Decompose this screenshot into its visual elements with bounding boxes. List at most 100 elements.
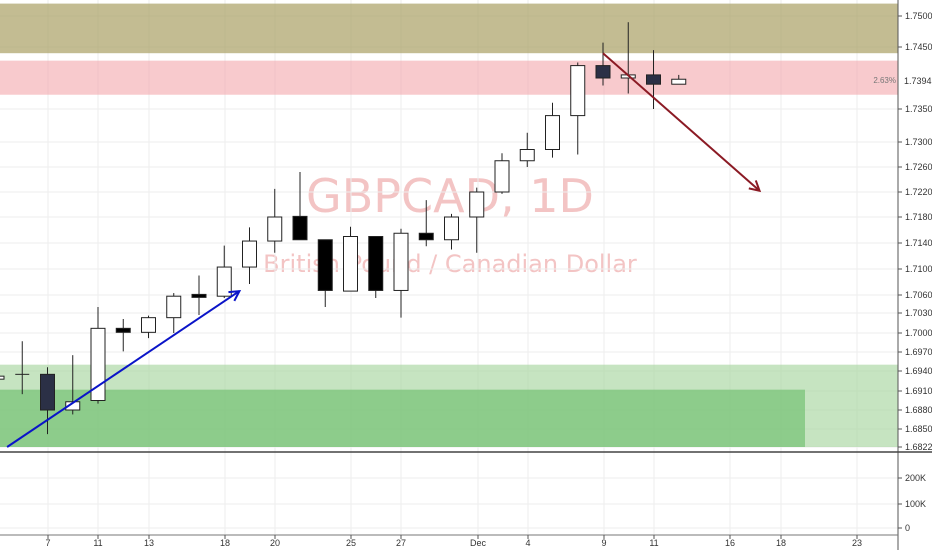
candle xyxy=(166,293,182,333)
candle xyxy=(191,275,207,315)
candle-body xyxy=(519,149,535,162)
down-projection-arrow-head xyxy=(748,180,762,193)
candle xyxy=(418,200,434,247)
price-tick-label: 1.69700 xyxy=(905,347,932,357)
candle xyxy=(115,319,131,352)
candle-body xyxy=(494,160,510,193)
candle xyxy=(545,102,560,158)
price-tick-label: 1.68800 xyxy=(905,405,932,415)
price-tick-label: 1.75000 xyxy=(905,11,932,21)
price-tick-label: 1.73500 xyxy=(905,104,932,114)
time-tick-label: 20 xyxy=(270,538,280,548)
time-axis[interactable]: 7 11 13 18 20 25 27 Dec 4 9 11 16 18 23 xyxy=(45,535,862,548)
candle-body xyxy=(166,295,182,319)
volume-tick-label: 0 xyxy=(905,523,910,533)
candle-body xyxy=(141,317,156,333)
watermark-title: GBPCAD, 1D xyxy=(306,169,594,223)
time-tick-label: 16 xyxy=(725,538,735,548)
candle xyxy=(40,367,55,435)
candle xyxy=(393,228,409,318)
volume-tick-label: 200K xyxy=(905,473,926,483)
zone-resistance xyxy=(0,60,898,95)
volume-tick-label: 100K xyxy=(905,499,926,509)
candle-body xyxy=(40,373,55,411)
candle xyxy=(570,62,586,155)
candle-body xyxy=(216,266,232,297)
candle xyxy=(494,153,510,194)
down-projection-arrow-shaft xyxy=(602,52,761,192)
candle-body xyxy=(418,232,434,241)
time-tick-label: 11 xyxy=(649,538,658,548)
time-tick-label: 7 xyxy=(45,538,50,548)
candle xyxy=(141,315,156,339)
candle-body xyxy=(343,236,358,292)
time-tick-label: Dec xyxy=(470,538,487,548)
last-price-label: 1.73941 xyxy=(904,76,932,86)
price-tick-label: 1.72600 xyxy=(905,162,932,172)
price-tick-label: 1.69400 xyxy=(905,366,932,376)
price-tick-label: 1.73000 xyxy=(905,137,932,147)
candle-body xyxy=(242,240,257,268)
candle xyxy=(519,132,535,167)
price-tick-label: 1.74500 xyxy=(905,42,932,52)
annotation-arrows xyxy=(6,52,762,448)
time-tick-label: 9 xyxy=(601,538,606,548)
candle-body xyxy=(393,232,409,291)
candle-body xyxy=(570,65,586,117)
time-tick-label: 18 xyxy=(220,538,230,548)
candle xyxy=(671,74,687,85)
candle xyxy=(343,226,358,292)
candle xyxy=(292,172,308,241)
candle xyxy=(646,50,661,109)
candle-body xyxy=(191,293,207,298)
down-projection-arrow xyxy=(602,52,762,193)
time-tick-label: 11 xyxy=(93,538,102,548)
candle xyxy=(15,341,30,395)
time-tick-label: 18 xyxy=(776,538,786,548)
volume-axis[interactable]: 200K 100K 0 xyxy=(898,473,926,533)
candle-body xyxy=(368,236,384,291)
candle-body xyxy=(317,239,333,291)
candle xyxy=(216,245,232,298)
time-tick-label: 25 xyxy=(346,538,356,548)
price-tick-label: 1.71400 xyxy=(905,238,932,248)
candle xyxy=(444,213,459,250)
price-axis[interactable]: 1.75000 1.74500 1.73500 1.73000 1.72600 1.722… xyxy=(898,11,932,452)
candle-body xyxy=(671,78,687,85)
candle xyxy=(469,187,485,253)
candlesticks xyxy=(0,22,687,435)
zone-supply xyxy=(0,3,898,54)
candle-body xyxy=(0,375,5,380)
candle-body xyxy=(444,216,459,241)
candle-body xyxy=(469,191,485,218)
price-tick-label: 1.70300 xyxy=(905,308,932,318)
up-trend-arrow xyxy=(6,289,242,448)
candle xyxy=(595,42,611,86)
price-tick-label: 1.70000 xyxy=(905,328,932,338)
time-tick-label: 13 xyxy=(144,538,154,548)
time-tick-label: 27 xyxy=(396,538,406,548)
candle-body xyxy=(545,115,560,150)
time-tick-label: 4 xyxy=(525,538,530,548)
up-trend-arrow-head xyxy=(228,289,242,302)
zone-support-inner xyxy=(0,389,805,447)
candle xyxy=(0,375,5,380)
price-tick-label: 1.72200 xyxy=(905,187,932,197)
price-tick-label: 1.68500 xyxy=(905,424,932,434)
price-tick-label: 1.68220 xyxy=(905,442,932,452)
price-zones xyxy=(0,3,898,447)
candle xyxy=(368,236,384,298)
candle-body xyxy=(646,74,661,85)
candle-body xyxy=(115,327,131,333)
last-change-label: 2.63% xyxy=(873,76,896,85)
candle-body xyxy=(595,65,611,79)
price-tick-label: 1.70600 xyxy=(905,290,932,300)
price-tick-label: 1.71800 xyxy=(905,212,932,222)
candle xyxy=(317,239,333,307)
candle xyxy=(242,227,257,284)
price-tick-label: 1.69100 xyxy=(905,386,932,396)
candle-body xyxy=(267,216,283,242)
candle xyxy=(267,188,283,253)
up-trend-arrow-shaft xyxy=(6,290,240,448)
